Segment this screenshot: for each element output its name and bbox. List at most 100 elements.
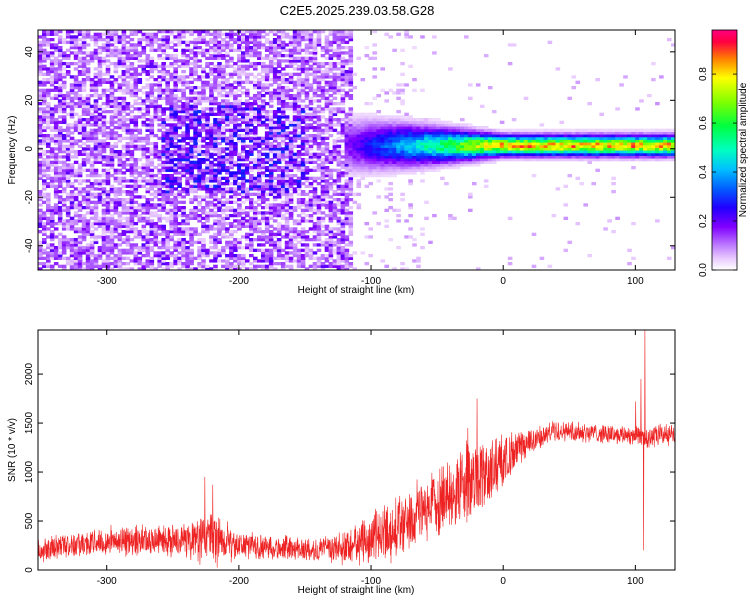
heatmap-cell xyxy=(169,104,174,108)
heatmap-cell xyxy=(109,163,115,167)
heatmap-cell xyxy=(209,174,214,178)
heatmap-cell xyxy=(272,168,278,172)
heatmap-cell xyxy=(153,83,159,87)
heatmap-cell xyxy=(245,64,250,68)
heatmap-cell xyxy=(245,187,250,191)
heatmap-cell xyxy=(125,168,131,172)
heatmap-cell xyxy=(233,104,238,108)
heatmap-cell xyxy=(85,155,91,159)
heatmap-cell xyxy=(129,67,135,71)
heatmap-cell xyxy=(57,30,63,34)
heatmap-cell xyxy=(169,179,174,183)
heatmap-cell xyxy=(173,182,178,186)
heatmap-cell xyxy=(189,216,194,220)
heatmap-cell xyxy=(141,227,147,231)
heatmap-cell xyxy=(177,78,182,82)
heatmap-cell xyxy=(300,168,306,172)
heatmap-cell xyxy=(97,35,103,39)
heatmap-cell xyxy=(185,83,190,87)
heatmap-cell xyxy=(272,112,278,116)
heatmap-cell xyxy=(241,107,246,111)
heatmap-cell xyxy=(233,254,238,258)
heatmap-cell xyxy=(109,200,115,204)
heatmap-cell xyxy=(57,166,63,170)
heatmap-cell xyxy=(189,99,194,103)
heatmap-cell xyxy=(113,211,119,215)
heatmap-cell xyxy=(320,115,326,119)
heatmap-cell xyxy=(129,72,135,76)
heatmap-cell xyxy=(129,206,135,210)
heatmap-cell xyxy=(109,246,115,250)
heatmap-cell xyxy=(173,35,178,39)
heatmap-cell xyxy=(225,110,230,114)
heatmap-cell xyxy=(352,200,358,204)
heatmap-cell xyxy=(292,46,298,50)
heatmap-cell xyxy=(169,174,174,178)
heatmap-cell xyxy=(257,238,262,242)
heatmap-cell xyxy=(229,171,234,175)
heatmap-cell xyxy=(129,214,135,218)
heatmap-cell xyxy=(145,264,151,268)
heatmap-cell xyxy=(133,75,139,79)
heatmap-cell xyxy=(93,200,99,204)
heatmap-cell xyxy=(261,206,266,210)
heatmap-cell xyxy=(177,176,182,180)
heatmap-cell xyxy=(213,67,218,71)
heatmap-cell xyxy=(261,120,266,124)
heatmap-cell xyxy=(292,182,298,186)
heatmap-cell xyxy=(185,134,190,138)
heatmap-cell xyxy=(264,72,270,76)
heatmap-cell xyxy=(221,70,226,74)
heatmap-cell xyxy=(249,51,254,55)
heatmap-cell xyxy=(300,264,306,268)
heatmap-cell xyxy=(193,131,198,135)
heatmap-cell xyxy=(257,158,262,162)
heatmap-cell xyxy=(77,206,83,210)
heatmap-cell xyxy=(53,152,59,156)
heatmap-cell xyxy=(165,195,170,199)
heatmap-cell xyxy=(237,128,242,132)
heatmap-cell xyxy=(280,206,286,210)
heatmap-cell xyxy=(308,86,314,90)
heatmap-cell xyxy=(328,120,334,124)
heatmap-cell xyxy=(332,198,338,202)
heatmap-cell xyxy=(257,166,262,170)
heatmap-cell xyxy=(173,59,178,63)
heatmap-cell xyxy=(253,115,258,119)
heatmap-cell xyxy=(177,123,182,127)
heatmap-cell xyxy=(57,67,63,71)
heatmap-cell xyxy=(185,184,190,188)
heatmap-cell xyxy=(61,246,67,250)
heatmap-cell xyxy=(257,211,262,215)
heatmap-cell xyxy=(193,120,198,124)
heatmap-cell xyxy=(352,134,358,138)
heatmap-cell xyxy=(97,200,103,204)
heatmap-cell xyxy=(46,139,51,143)
heatmap-cell xyxy=(316,80,322,84)
heatmap-cell xyxy=(73,195,79,199)
heatmap-cell xyxy=(38,163,43,167)
heatmap-cell xyxy=(205,158,210,162)
heatmap-cell xyxy=(38,123,43,127)
heatmap-cell xyxy=(42,160,47,164)
heatmap-cell xyxy=(253,83,258,87)
heatmap-cell xyxy=(324,166,330,170)
heatmap-cell xyxy=(264,158,270,162)
heatmap-cell xyxy=(105,96,111,100)
heatmap-cell xyxy=(237,46,242,50)
heatmap-cell xyxy=(264,160,270,164)
heatmap-cell xyxy=(105,46,111,50)
heatmap-cell xyxy=(292,219,298,223)
heatmap-cell xyxy=(292,230,298,234)
heatmap-cell xyxy=(300,235,306,239)
heatmap-cell xyxy=(288,88,294,92)
heatmap-cell xyxy=(101,118,107,122)
heatmap-cell xyxy=(53,195,59,199)
heatmap-cell xyxy=(153,118,159,122)
heatmap-cell xyxy=(141,235,147,239)
heatmap-cell xyxy=(352,158,358,162)
heatmap-cell xyxy=(296,38,302,42)
heatmap-cell xyxy=(348,182,354,186)
heatmap-cell xyxy=(141,219,147,223)
heatmap-cell xyxy=(205,192,210,196)
